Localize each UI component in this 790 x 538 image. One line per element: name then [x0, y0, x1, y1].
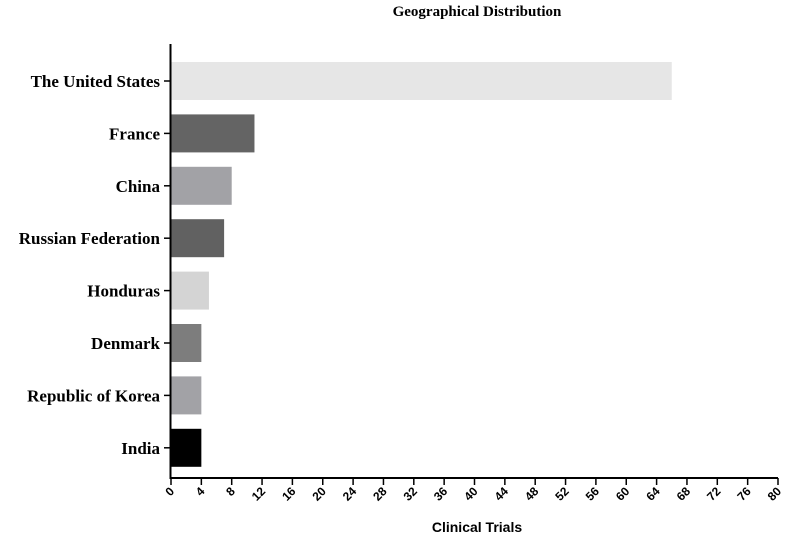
x-tick-label: 60 — [613, 484, 633, 504]
category-label-india: India — [121, 439, 160, 458]
x-tick-label: 52 — [552, 484, 572, 504]
bar-india — [171, 428, 202, 467]
x-tick-label: 80 — [765, 484, 785, 504]
x-tick-label: 0 — [162, 484, 177, 499]
x-ticks: 0 4 8 12 16 20 24 28 32 36 40 44 48 52 56 60 64 68 72 76 80 — [162, 478, 784, 504]
x-tick-label: 20 — [310, 484, 330, 504]
x-tick-label: 4 — [193, 484, 208, 499]
x-tick-label: 40 — [461, 484, 481, 504]
x-tick-label: 68 — [674, 484, 694, 504]
x-tick-label: 76 — [734, 484, 754, 504]
x-tick-label: 32 — [401, 484, 421, 504]
bar-china — [171, 166, 232, 205]
bars-group — [171, 62, 672, 467]
x-tick-label: 24 — [340, 484, 360, 504]
bar-republic-of-korea — [171, 376, 202, 415]
x-tick-label: 8 — [223, 484, 238, 499]
x-tick-label: 16 — [279, 484, 299, 504]
chart-title: Geographical Distribution — [393, 4, 562, 20]
x-tick-label: 28 — [370, 484, 390, 504]
bar-the-united-states — [171, 62, 672, 100]
x-axis-label: Clinical Trials — [432, 519, 522, 535]
bar-denmark — [171, 324, 202, 362]
category-label-honduras: Honduras — [87, 282, 160, 301]
category-labels: The United States France China Russian Fede… — [19, 72, 170, 458]
x-tick-label: 56 — [583, 484, 603, 504]
category-label-denmark: Denmark — [91, 334, 160, 353]
x-tick-label: 12 — [249, 484, 269, 504]
x-tick-label: 36 — [431, 484, 451, 504]
bar-honduras — [171, 271, 209, 310]
category-label-the-united-states: The United States — [31, 72, 161, 91]
x-tick-label: 64 — [643, 484, 663, 504]
x-tick-label: 44 — [492, 484, 512, 504]
bar-russian-federation — [171, 219, 225, 258]
category-label-france: France — [109, 124, 160, 143]
bar-france — [171, 114, 255, 153]
x-tick-label: 48 — [522, 484, 542, 504]
category-label-russian-federation: Russian Federation — [19, 229, 161, 248]
category-label-china: China — [116, 177, 161, 196]
x-tick-label: 72 — [704, 484, 724, 504]
category-label-republic-of-korea: Republic of Korea — [27, 386, 160, 405]
